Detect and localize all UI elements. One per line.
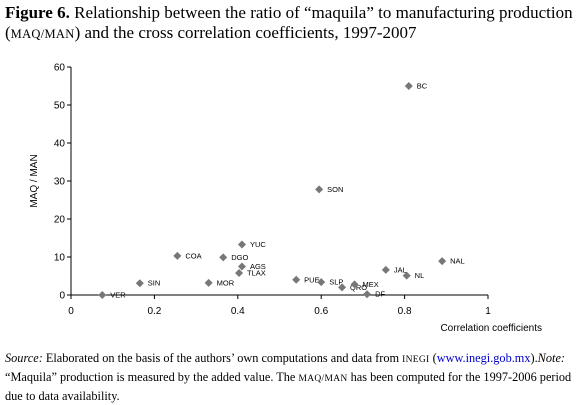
point-label-sin: SIN xyxy=(148,279,161,288)
note-label: Note: xyxy=(537,351,565,365)
x-axis-title: Correlation coefficients xyxy=(440,323,542,334)
point-label-slp: SLP xyxy=(329,278,343,287)
x-tick-label: 0.4 xyxy=(231,306,245,317)
data-point-sin xyxy=(135,279,144,288)
point-label-yuc: YUC xyxy=(250,240,266,249)
note-abbr: MAQ/MAN xyxy=(298,374,348,384)
inegi-link[interactable]: www.inegi.gob.mx xyxy=(436,351,531,365)
x-tick-label: 0 xyxy=(68,306,74,317)
data-point-df xyxy=(363,290,372,299)
point-label-jal: JAL xyxy=(394,265,407,274)
title-abbr: MAQ/MAN xyxy=(10,27,75,41)
x-tick-label: 1 xyxy=(485,306,491,317)
point-label-ags: AGS xyxy=(250,262,266,271)
data-point-tlax xyxy=(235,268,244,277)
point-label-mor: MOR xyxy=(217,278,235,287)
figure-note: Source: Elaborated on the basis of the a… xyxy=(5,350,577,405)
data-point-slp xyxy=(317,278,326,287)
point-label-pue: PUE xyxy=(304,275,319,284)
data-point-yuc xyxy=(237,240,246,249)
point-label-mex: MEX xyxy=(363,280,379,289)
point-label-df: DF xyxy=(375,290,385,299)
source-close: ). xyxy=(530,351,538,365)
point-label-bc: BC xyxy=(417,82,428,91)
x-tick-label: 0.2 xyxy=(147,306,161,317)
y-tick-label: 30 xyxy=(54,177,66,188)
data-point-bc xyxy=(404,82,413,90)
data-point-pue xyxy=(292,275,301,284)
figure-title: Figure 6. Relationship between the ratio… xyxy=(5,3,577,44)
point-label-qro: QRO xyxy=(350,283,367,292)
y-tick-label: 10 xyxy=(54,253,66,264)
data-point-mex xyxy=(350,280,359,289)
data-point-qro xyxy=(338,283,347,292)
title-text-2: ) and the cross correlation coefficients… xyxy=(74,23,417,42)
y-tick-label: 50 xyxy=(54,101,66,112)
source-label: Source: xyxy=(5,351,43,365)
x-tick-label: 0.6 xyxy=(314,306,328,317)
point-label-tlax: TLAX xyxy=(247,268,266,277)
data-point-jal xyxy=(381,265,390,274)
note-text-2: has been computed for the 1997-2006 peri… xyxy=(5,370,572,403)
data-point-mor xyxy=(204,278,213,287)
y-tick-label: 60 xyxy=(54,63,66,74)
point-label-dgo: DGO xyxy=(231,253,248,262)
data-point-son xyxy=(315,185,324,194)
note-text-1: “Maquila” production is measured by the … xyxy=(5,370,299,384)
inegi-abbr: INEGI xyxy=(402,355,430,365)
point-label-ver: VER xyxy=(110,291,126,300)
data-point-ver xyxy=(98,291,107,299)
data-point-nal xyxy=(438,257,447,266)
data-point-nl xyxy=(402,271,411,280)
data-point-coa xyxy=(173,251,182,260)
title-text-1: Relationship between the ratio of “maqui… xyxy=(5,3,573,42)
open-paren: ( xyxy=(429,351,437,365)
y-tick-label: 20 xyxy=(54,215,66,226)
data-point-dgo xyxy=(219,253,228,262)
y-tick-label: 40 xyxy=(54,139,66,150)
y-tick-label: 0 xyxy=(59,291,65,302)
point-label-coa: COA xyxy=(185,251,201,260)
point-label-nl: NL xyxy=(415,271,425,280)
figure-number: Figure 6. xyxy=(5,3,70,22)
x-tick-label: 0.8 xyxy=(398,306,412,317)
y-axis-title: MAQ / MAN xyxy=(29,154,40,207)
source-text: Elaborated on the basis of the authors’ … xyxy=(42,351,403,365)
point-label-nal: NAL xyxy=(450,257,465,266)
point-label-son: SON xyxy=(327,185,343,194)
data-point-ags xyxy=(237,262,246,271)
